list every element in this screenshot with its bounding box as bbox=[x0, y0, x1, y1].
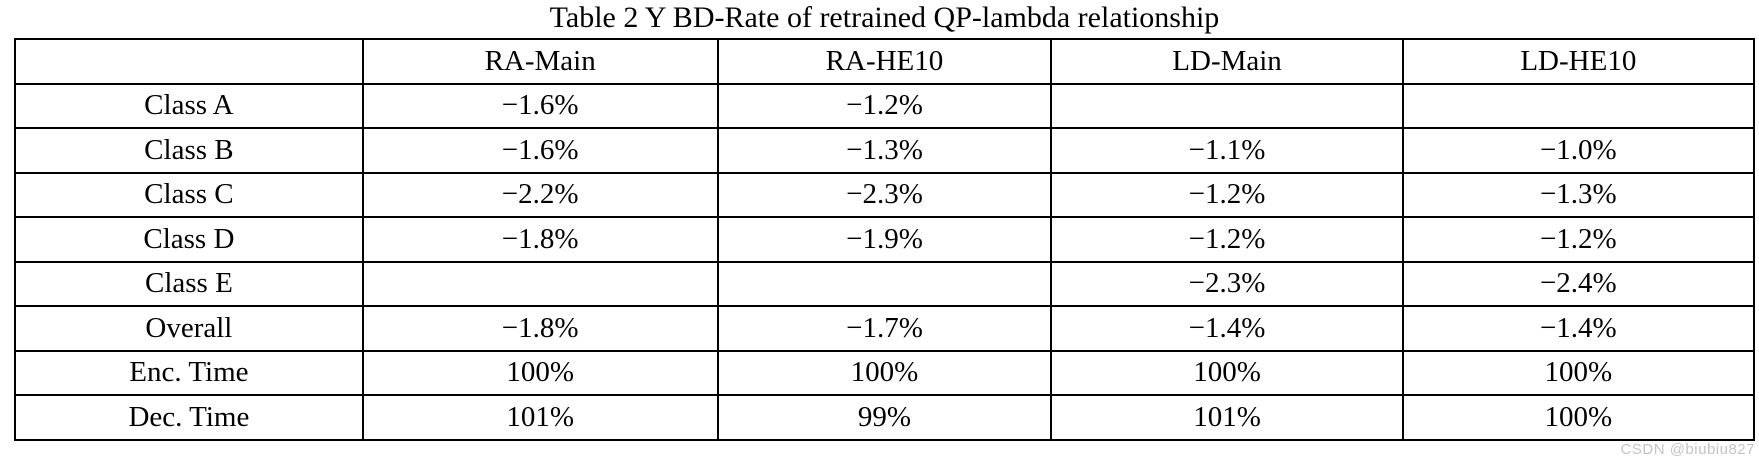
table-row: Class C −2.2% −2.3% −1.2% −1.3% bbox=[14, 171, 1756, 218]
bd-rate-table: RA-Main RA-HE10 LD-Main LD-HE10 Class A −1.6… bbox=[14, 38, 1756, 441]
row-label: Overall bbox=[14, 305, 364, 352]
value-cell: −1.2% bbox=[716, 82, 1053, 129]
value-cell: 101% bbox=[1050, 394, 1404, 441]
column-header: LD-HE10 bbox=[1401, 38, 1756, 85]
value-cell: −1.8% bbox=[361, 216, 719, 263]
value-cell bbox=[361, 260, 719, 307]
value-cell: −1.2% bbox=[1050, 216, 1404, 263]
value-cell: −1.4% bbox=[1401, 305, 1756, 352]
value-cell: −1.6% bbox=[361, 82, 719, 129]
row-label: Class A bbox=[14, 82, 364, 129]
table-row: Class B −1.6% −1.3% −1.1% −1.0% bbox=[14, 127, 1756, 174]
table-row: Class D −1.8% −1.9% −1.2% −1.2% bbox=[14, 216, 1756, 263]
table-row: Dec. Time 101% 99% 101% 100% bbox=[14, 394, 1756, 441]
row-label: Class C bbox=[14, 171, 364, 218]
value-cell bbox=[1401, 82, 1756, 129]
table-header-row: RA-Main RA-HE10 LD-Main LD-HE10 bbox=[14, 38, 1756, 85]
row-label: Class D bbox=[14, 216, 364, 263]
value-cell bbox=[1050, 82, 1404, 129]
table-row: Overall −1.8% −1.7% −1.4% −1.4% bbox=[14, 305, 1756, 352]
value-cell: −1.1% bbox=[1050, 127, 1404, 174]
value-cell: 101% bbox=[361, 394, 719, 441]
value-cell: −1.2% bbox=[1050, 171, 1404, 218]
column-header: RA-HE10 bbox=[716, 38, 1053, 85]
value-cell: −2.4% bbox=[1401, 260, 1756, 307]
value-cell: −2.3% bbox=[716, 171, 1053, 218]
table-row: Enc. Time 100% 100% 100% 100% bbox=[14, 349, 1756, 396]
value-cell bbox=[716, 260, 1053, 307]
value-cell: −1.2% bbox=[1401, 216, 1756, 263]
table-row: Class E −2.3% −2.4% bbox=[14, 260, 1756, 307]
value-cell: −1.6% bbox=[361, 127, 719, 174]
value-cell: 100% bbox=[1050, 349, 1404, 396]
value-cell: 99% bbox=[716, 394, 1053, 441]
value-cell: −1.7% bbox=[716, 305, 1053, 352]
corner-header-cell bbox=[14, 38, 364, 85]
row-label: Class B bbox=[14, 127, 364, 174]
value-cell: −1.3% bbox=[716, 127, 1053, 174]
value-cell: 100% bbox=[361, 349, 719, 396]
csdn-watermark: CSDN @biubiu827 bbox=[1620, 441, 1755, 458]
column-header: LD-Main bbox=[1050, 38, 1404, 85]
table-body: Class A −1.6% −1.2% Class B −1.6% −1.3% −1.1% −… bbox=[14, 82, 1756, 441]
value-cell: −2.3% bbox=[1050, 260, 1404, 307]
row-label: Class E bbox=[14, 260, 364, 307]
value-cell: −1.4% bbox=[1050, 305, 1404, 352]
value-cell: −1.9% bbox=[716, 216, 1053, 263]
column-header: RA-Main bbox=[361, 38, 719, 85]
value-cell: −2.2% bbox=[361, 171, 719, 218]
value-cell: −1.0% bbox=[1401, 127, 1756, 174]
value-cell: 100% bbox=[716, 349, 1053, 396]
row-label: Dec. Time bbox=[14, 394, 364, 441]
value-cell: −1.3% bbox=[1401, 171, 1756, 218]
value-cell: −1.8% bbox=[361, 305, 719, 352]
value-cell: 100% bbox=[1401, 394, 1756, 441]
row-label: Enc. Time bbox=[14, 349, 364, 396]
table-caption: Table 2 Y BD-Rate of retrained QP-lambda… bbox=[549, 1, 1220, 34]
value-cell: 100% bbox=[1401, 349, 1756, 396]
table-row: Class A −1.6% −1.2% bbox=[14, 82, 1756, 129]
